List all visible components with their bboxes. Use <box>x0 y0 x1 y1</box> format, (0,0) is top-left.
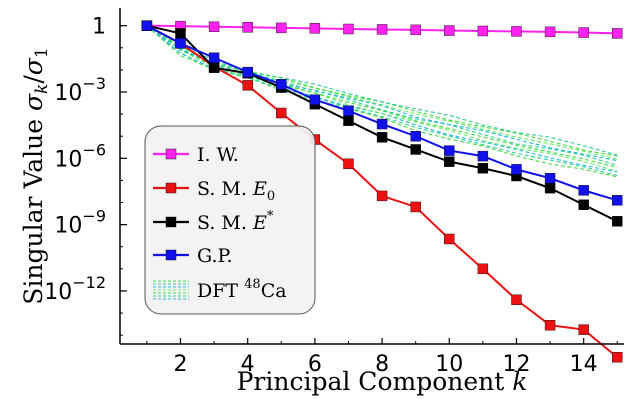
x-tick-label: 10 <box>435 352 463 377</box>
y-tick-label: 10−3 <box>54 74 106 106</box>
data-point <box>376 190 388 202</box>
data-point <box>343 158 354 170</box>
data-point <box>544 320 556 331</box>
legend: I. W. S. M. E0 S. M. E* G.P. DFT 48Ca <box>144 125 316 315</box>
data-point <box>511 164 522 175</box>
legend-swatch-marker <box>165 249 177 261</box>
data-point <box>612 195 623 206</box>
data-point <box>309 23 321 34</box>
data-point <box>612 28 623 39</box>
data-point <box>410 144 421 155</box>
data-point <box>444 233 455 245</box>
data-point <box>477 25 489 37</box>
data-point <box>276 79 287 90</box>
x-axis-title: Principal Component k <box>237 367 528 396</box>
data-point <box>309 94 321 105</box>
data-point <box>376 118 388 130</box>
x-tick-label: 4 <box>241 352 255 377</box>
x-tick-label: 6 <box>308 352 322 377</box>
legend-label: DFT 48Ca <box>197 277 287 302</box>
y-tick-label: 10−12 <box>44 273 106 305</box>
data-point <box>578 199 589 210</box>
legend-label: G.P. <box>197 245 233 267</box>
legend-swatch-marker <box>165 216 177 228</box>
data-point <box>544 173 556 184</box>
data-point <box>141 20 153 31</box>
data-point <box>612 352 623 363</box>
data-point <box>343 105 354 116</box>
data-point <box>208 52 220 63</box>
data-point <box>242 80 253 91</box>
legend-label: S. M. E* <box>197 209 274 234</box>
ticks: 2 4 6 8 10 12 14 1 10−3 10−6 10−9 10−12 <box>44 15 618 377</box>
data-point <box>343 115 354 126</box>
data-point <box>578 324 589 335</box>
data-point <box>444 145 455 156</box>
data-point <box>376 132 388 143</box>
data-point <box>208 62 220 73</box>
data-point <box>410 131 421 142</box>
data-point <box>444 156 455 167</box>
data-point <box>276 107 287 119</box>
data-point <box>578 27 589 38</box>
dft-ensemble-line <box>146 25 618 172</box>
data-point <box>276 22 287 34</box>
dft-ensemble-line <box>146 25 618 162</box>
legend-swatch-marker <box>165 148 177 160</box>
dft-ensemble-line <box>146 25 618 156</box>
data-point <box>444 25 455 36</box>
y-tick-label: 1 <box>92 15 106 40</box>
data-point <box>175 38 186 49</box>
data-point <box>544 26 556 38</box>
data-point <box>612 216 623 227</box>
data-point <box>511 294 522 305</box>
data-point <box>208 21 220 32</box>
legend-label: S. M. E0 <box>197 178 275 204</box>
y-axis-title: Singular Value σk/σ1 <box>19 47 52 304</box>
plot-area <box>141 20 623 363</box>
legend-label: I. W. <box>197 144 239 166</box>
legend-swatch-marker <box>165 182 177 194</box>
y-tick-label: 10−9 <box>54 207 106 239</box>
data-point <box>242 22 253 33</box>
data-point <box>175 28 186 39</box>
y-tick-label: 10−6 <box>54 140 106 172</box>
axes <box>119 8 624 345</box>
dft-ensemble-line <box>146 25 618 166</box>
x-tick-label: 14 <box>570 352 598 377</box>
data-point <box>578 185 589 196</box>
data-point <box>477 163 489 174</box>
data-point <box>376 24 388 35</box>
x-tick-label: 12 <box>502 352 530 377</box>
data-point <box>242 66 253 78</box>
x-tick-label: 8 <box>375 352 389 377</box>
data-point <box>410 201 421 213</box>
data-point <box>511 26 522 37</box>
data-point <box>343 23 354 35</box>
data-point <box>410 24 421 36</box>
data-point <box>544 182 556 194</box>
data-point <box>477 150 489 162</box>
legend-box <box>144 125 316 315</box>
x-tick-label: 2 <box>173 352 187 377</box>
dft-ensemble-line <box>146 25 618 160</box>
data-point <box>477 263 489 275</box>
